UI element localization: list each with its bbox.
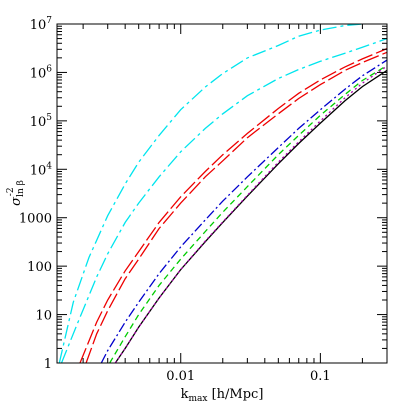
series-line-8 xyxy=(114,65,387,363)
series-line-4 xyxy=(85,51,387,363)
label-layer: 0.01 0.1 1 10 100 1000 104 105 106 107 xyxy=(19,16,331,384)
tick-layer xyxy=(57,23,387,364)
series-line-1 xyxy=(58,24,363,363)
series-line-2 xyxy=(60,37,387,363)
y-tick-label-4: 1000 xyxy=(19,212,52,227)
x-tick-label-2: 0.1 xyxy=(310,369,331,384)
x-axis-title: kmax [h/Mpc] xyxy=(181,387,264,404)
y-tick-label-3: 100 xyxy=(27,260,52,275)
y-axis-title: σln β-2 xyxy=(6,180,26,206)
y-tick-label-5: 104 xyxy=(30,161,53,178)
y-tick-label-2: 10 xyxy=(35,309,52,324)
series-layer xyxy=(58,24,387,363)
plot-frame xyxy=(56,23,388,364)
y-tick-label-1: 1 xyxy=(44,357,52,372)
series-line-3 xyxy=(79,48,387,363)
y-tick-label-8: 107 xyxy=(30,16,53,33)
x-tick-label-1: 0.01 xyxy=(166,369,195,384)
series-line-5 xyxy=(100,59,387,363)
y-tick-label-7: 106 xyxy=(30,64,53,81)
y-tick-label-6: 105 xyxy=(30,113,53,130)
series-line-6 xyxy=(109,64,387,363)
series-line-7 xyxy=(114,69,387,363)
